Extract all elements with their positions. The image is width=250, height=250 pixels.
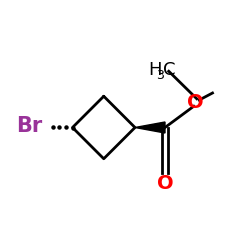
Text: C: C [162,61,175,79]
Text: O: O [157,174,173,193]
Text: Br: Br [16,116,42,136]
Text: 3: 3 [156,69,164,82]
Text: H: H [149,61,162,79]
Text: O: O [188,93,204,112]
Polygon shape [135,122,165,133]
